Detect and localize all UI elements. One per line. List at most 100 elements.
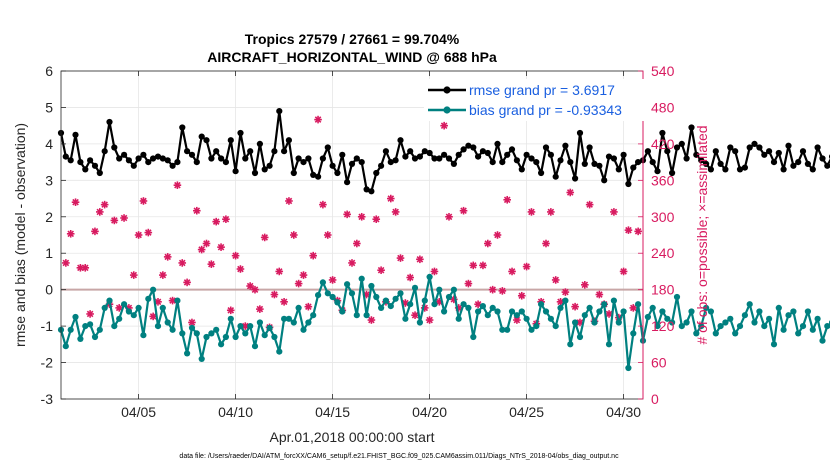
- rmse-point: [159, 155, 166, 162]
- obs-marker-stroke: [62, 259, 70, 267]
- rmse-point: [271, 148, 278, 155]
- obs-marker-stroke: [474, 300, 482, 308]
- obs-marker-stroke: [469, 262, 477, 269]
- rmse-point: [140, 151, 147, 158]
- obs-marker-stroke: [140, 197, 147, 205]
- obs-marker: [256, 305, 264, 313]
- bias-point: [669, 319, 676, 326]
- bias-point: [281, 315, 288, 322]
- obs-marker: [86, 310, 94, 318]
- bias-point: [218, 341, 225, 348]
- bias-point: [121, 301, 128, 308]
- obs-marker-stroke: [542, 240, 550, 247]
- obs-marker: [425, 316, 434, 324]
- obs-marker-stroke: [372, 215, 380, 223]
- x-tick-label: 04/10: [218, 404, 253, 420]
- obs-marker-stroke: [605, 310, 613, 318]
- obs-marker: [183, 278, 191, 287]
- obs-marker-stroke: [135, 231, 142, 239]
- bias-point: [77, 335, 84, 342]
- bias-point: [630, 330, 637, 337]
- obs-marker: [479, 261, 487, 270]
- bias-point: [96, 326, 103, 333]
- obs-marker: [498, 287, 507, 295]
- obs-marker-stroke: [324, 231, 332, 239]
- obs-marker: [290, 231, 298, 239]
- rmse-point: [644, 148, 652, 155]
- obs-marker: [91, 227, 99, 236]
- bias-point: [227, 315, 234, 322]
- rmse-point: [465, 142, 472, 149]
- rmse-point: [688, 124, 695, 131]
- bias-point: [649, 304, 656, 311]
- right-tick-label: 60: [651, 355, 667, 371]
- bias-point: [741, 312, 749, 319]
- obs-marker-stroke: [460, 207, 467, 215]
- rmse-point: [557, 157, 564, 164]
- obs-marker: [71, 198, 80, 206]
- rmse-point: [334, 169, 341, 177]
- obs-marker-stroke: [319, 201, 327, 208]
- right-tick-label: 300: [651, 209, 675, 225]
- obs-marker-stroke: [241, 322, 249, 330]
- series-layer: [57, 108, 830, 372]
- rmse-point: [504, 151, 511, 158]
- right-tick-label: 360: [651, 172, 675, 188]
- obs-marker-stroke: [149, 313, 157, 320]
- obs-marker: [328, 276, 337, 284]
- rmse-point: [193, 159, 200, 166]
- bias-point: [620, 308, 627, 315]
- bias-point: [261, 332, 268, 339]
- bias-point: [538, 301, 545, 308]
- obs-marker-stroke: [571, 303, 579, 310]
- bias-point: [407, 301, 414, 308]
- bias-point: [770, 341, 778, 348]
- bias-point: [732, 330, 739, 337]
- bias-point: [237, 323, 244, 330]
- legend-box: [424, 79, 644, 121]
- bias-point: [698, 323, 705, 330]
- rmse-point: [431, 155, 438, 162]
- obs-marker-stroke: [494, 231, 501, 239]
- rmse-point: [358, 159, 365, 166]
- rmse-point: [615, 166, 622, 173]
- rmse-point: [188, 151, 196, 158]
- rmse-point: [353, 155, 360, 162]
- rmse-point: [218, 155, 225, 162]
- bias-point: [445, 293, 453, 301]
- obs-marker: [610, 208, 618, 216]
- obs-marker-stroke: [198, 246, 205, 253]
- bias-point: [775, 304, 782, 311]
- obs-marker-stroke: [154, 298, 162, 306]
- rmse-point: [707, 166, 715, 173]
- y-axis-label-left: rmse and bias (model - observation): [12, 123, 28, 347]
- bias-point: [179, 330, 186, 337]
- bias-point: [140, 332, 147, 339]
- bias-point: [465, 304, 472, 311]
- obs-marker-stroke: [305, 303, 312, 310]
- rmse-point: [130, 162, 137, 169]
- rmse-point: [732, 148, 739, 155]
- bias-point: [373, 293, 380, 301]
- right-tick-label: 480: [651, 99, 675, 115]
- bias-point: [159, 304, 166, 311]
- bias-point: [91, 333, 99, 341]
- rmse-point: [237, 129, 244, 137]
- y-tick-label: -2: [41, 355, 54, 371]
- obs-marker: [445, 212, 453, 221]
- obs-marker-stroke: [387, 195, 395, 202]
- bias-point: [402, 315, 409, 322]
- obs-marker: [173, 181, 182, 189]
- rmse-point: [242, 155, 249, 162]
- obs-marker: [120, 214, 128, 222]
- rmse-point: [766, 148, 773, 155]
- rmse-point: [562, 142, 569, 149]
- bias-point: [542, 308, 550, 315]
- obs-marker-stroke: [271, 291, 278, 298]
- rmse-point: [533, 159, 540, 166]
- rmse-point: [814, 144, 821, 151]
- rmse-point: [756, 144, 763, 151]
- rmse-point: [746, 144, 753, 151]
- rmse-point: [62, 153, 69, 160]
- obs-marker-stroke: [120, 214, 128, 222]
